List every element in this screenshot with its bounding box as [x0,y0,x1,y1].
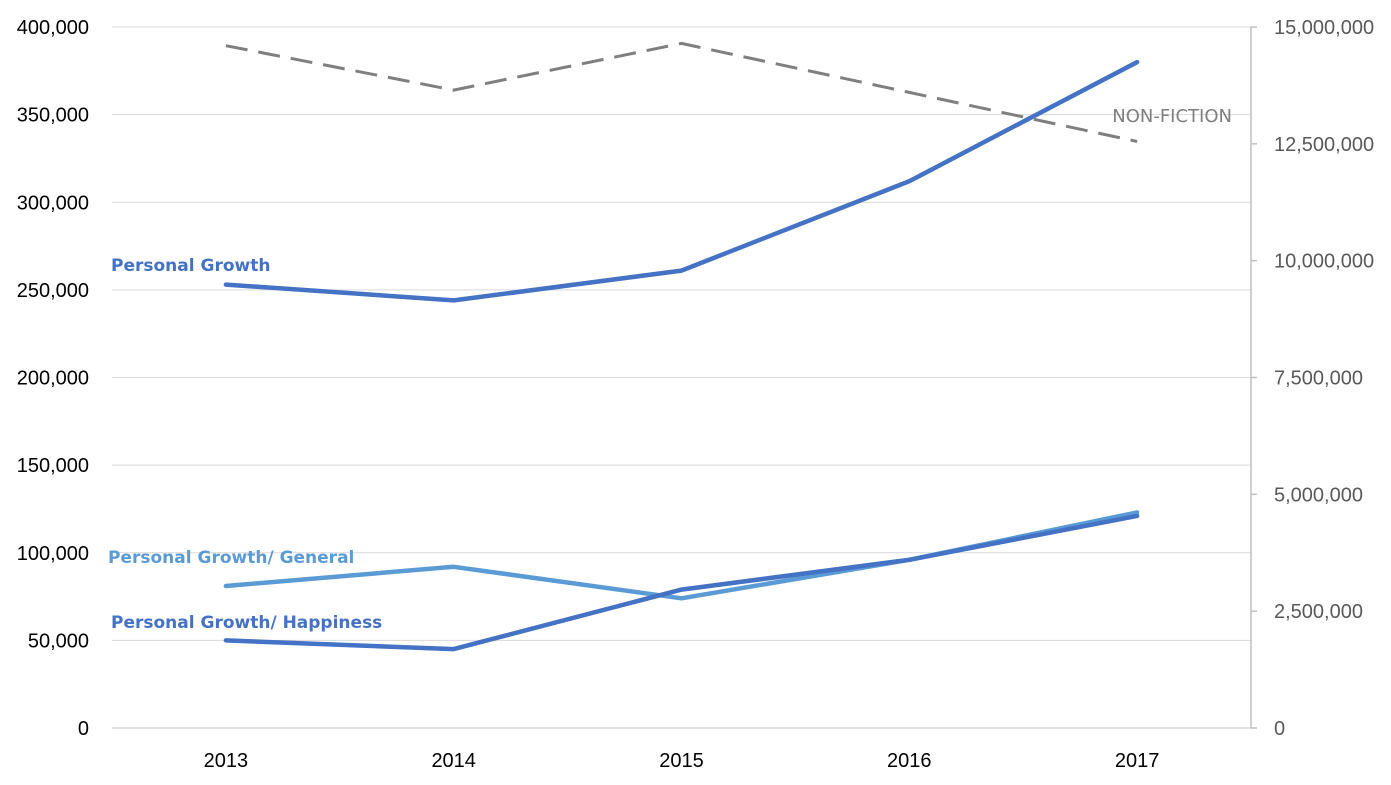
x-tick-label: 2017 [1115,750,1160,772]
right-tick-label: 15,000,000 [1274,17,1374,39]
right-axis-ticks: 0 2,500,000 5,000,000 7,500,000 10,000,000 12… [1251,17,1374,740]
x-tick-label: 2013 [204,750,249,772]
left-axis-ticks: 0 50,000 100,000 150,000 200,000 250,000 300,0… [17,17,89,740]
left-tick-label: 0 [78,718,89,740]
series-line-1 [223,510,1140,601]
series-label-0: Personal Growth [111,256,270,276]
left-tick-label: 50,000 [28,630,89,652]
right-tick-label: 12,500,000 [1274,134,1374,156]
left-tick-label: 250,000 [17,280,89,302]
left-tick-label: 350,000 [17,105,89,127]
left-tick-label: 400,000 [17,17,89,39]
series-lines [223,41,1140,652]
x-axis-ticks: 2013 2014 2015 2016 2017 [204,750,1160,772]
series-line-2 [223,513,1140,652]
right-tick-label: 7,500,000 [1274,368,1363,390]
series-label-1: Personal Growth/ General [108,548,354,568]
right-tick-label: 10,000,000 [1274,251,1374,273]
series-labels: Personal Growth Personal Growth/ General P… [108,106,1232,633]
right-tick-label: 0 [1274,718,1285,740]
right-tick-label: 2,500,000 [1274,601,1363,623]
left-tick-label: 200,000 [17,368,89,390]
right-tick-label: 5,000,000 [1274,484,1363,506]
series-label-3: NON-FICTION [1112,106,1232,127]
series-label-2: Personal Growth/ Happiness [111,613,382,633]
x-tick-label: 2014 [431,750,476,772]
left-tick-label: 100,000 [17,543,89,565]
x-tick-label: 2016 [887,750,932,772]
x-tick-label: 2015 [659,750,704,772]
left-tick-label: 150,000 [17,455,89,477]
series-line-0 [223,59,1140,303]
series-line-3 [225,41,1138,143]
left-tick-label: 300,000 [17,192,89,214]
